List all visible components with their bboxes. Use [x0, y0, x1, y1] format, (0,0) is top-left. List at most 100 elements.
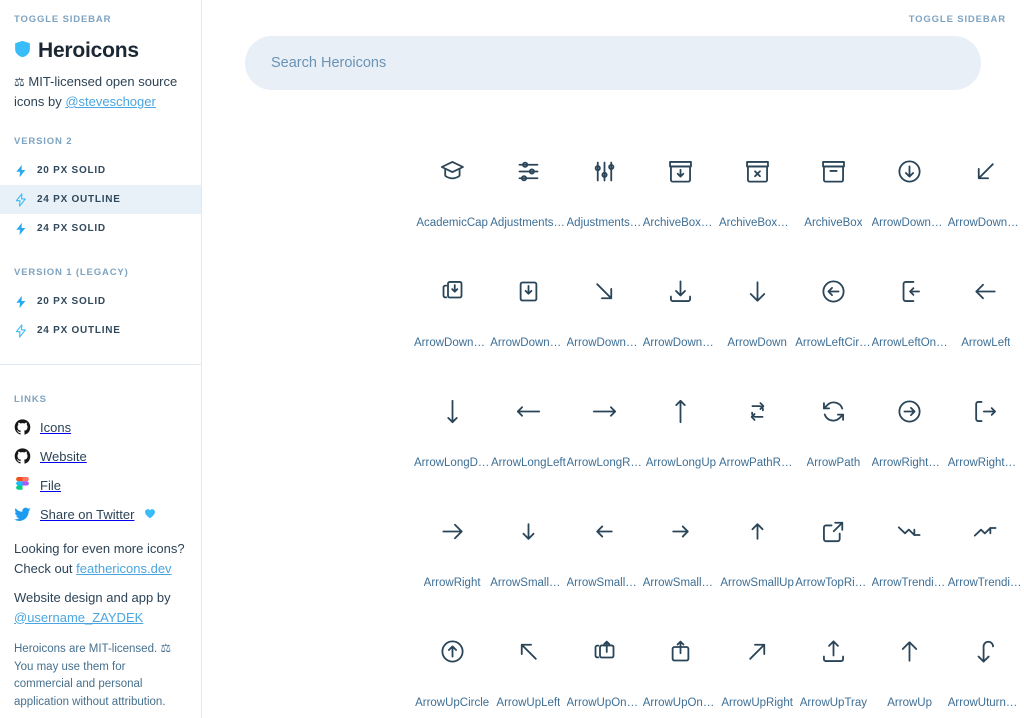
link-item-icons[interactable]: Icons: [0, 413, 201, 442]
icon-cell[interactable]: ArrowRightOn…: [948, 372, 1024, 492]
icon-cell[interactable]: ArrowSmallLeft: [567, 492, 643, 612]
icon-cell[interactable]: ArrowRightCircle: [872, 372, 948, 492]
icon-label: ArrowUpRight: [721, 697, 793, 709]
academic-cap-icon: [435, 154, 469, 188]
more-icons-paragraph: Looking for even more icons? Check out f…: [0, 529, 201, 578]
icon-cell[interactable]: ArrowUpCircle: [414, 612, 490, 718]
icon-cell[interactable]: ArrowUturnDo…: [948, 612, 1024, 718]
search-input[interactable]: [245, 36, 981, 90]
sidebar-item-v2-20-solid[interactable]: 20 PX SOLID: [0, 156, 201, 185]
icon-label: ArrowTopRight…: [795, 577, 871, 589]
icon-cell[interactable]: ArrowDownOn…: [490, 252, 567, 372]
archive-box-arrow-down-icon: [664, 154, 698, 188]
icon-cell[interactable]: ArrowUpTray: [795, 612, 871, 718]
toggle-sidebar-button-left[interactable]: TOGGLE SIDEBAR: [0, 0, 201, 27]
arrow-down-tray-icon: [664, 274, 698, 308]
icon-cell[interactable]: ArrowPathRou…: [719, 372, 795, 492]
icon-cell[interactable]: ArrowRight: [414, 492, 490, 612]
sidebar-item-v2-24-solid[interactable]: 24 PX SOLID: [0, 214, 201, 243]
icon-label: AcademicCap: [416, 217, 488, 229]
icon-cell[interactable]: ArrowLeft: [948, 252, 1024, 372]
link-item-website[interactable]: Website: [0, 442, 201, 471]
icon-cell[interactable]: ArrowDownCir…: [872, 132, 948, 252]
arrow-left-on-rectangle-icon: [893, 274, 927, 308]
icon-label: ArchiveBoxXM…: [719, 217, 795, 229]
icon-cell[interactable]: ArrowUpOnSq…: [643, 612, 719, 718]
sidebar-item-label: 20 PX SOLID: [37, 165, 106, 176]
icon-cell[interactable]: AcademicCap: [414, 132, 490, 252]
icon-cell[interactable]: ArrowLongRight: [567, 372, 643, 492]
brand[interactable]: Heroicons: [0, 27, 201, 63]
archive-box-icon: [816, 154, 850, 188]
arrow-small-left-icon: [588, 514, 622, 548]
arrow-small-down-icon: [511, 514, 545, 548]
tagline: ⚖ MIT-licensed open source icons by @ste…: [0, 63, 201, 112]
icon-cell[interactable]: ArchiveBoxXM…: [719, 132, 795, 252]
icon-cell[interactable]: ArrowUpOnSq…: [567, 612, 643, 718]
steveschoger-link[interactable]: @steveschoger: [65, 94, 156, 109]
icon-label: ArrowRight: [423, 577, 481, 589]
icon-cell[interactable]: ArrowLongDown: [414, 372, 490, 492]
icon-cell[interactable]: ArrowSmallDo…: [490, 492, 567, 612]
icon-cell[interactable]: ArrowTopRight…: [795, 492, 872, 612]
icon-cell[interactable]: ArrowLeftCircle: [795, 252, 872, 372]
icon-cell[interactable]: ArrowDownRight: [567, 252, 643, 372]
main-content: TOGGLE SIDEBAR AcademicCapAdjustmentsH…A…: [202, 0, 1024, 718]
icon-cell[interactable]: ArrowUp: [872, 612, 948, 718]
icon-cell[interactable]: ArchiveBox: [795, 132, 871, 252]
sidebar-item-label: 24 PX OUTLINE: [37, 194, 121, 205]
icon-cell[interactable]: ArrowTrending…: [872, 492, 948, 612]
arrow-up-right-icon: [740, 634, 774, 668]
icon-label: ArrowTrending…: [947, 577, 1024, 589]
arrow-right-on-rectangle-icon: [969, 394, 1003, 428]
icon-cell[interactable]: ArrowDownLeft: [948, 132, 1024, 252]
sidebar-item-v1-24-outline[interactable]: 24 PX OUTLINE: [0, 316, 201, 345]
arrow-long-left-icon: [511, 394, 545, 428]
icon-cell[interactable]: ArrowSmallRight: [643, 492, 719, 612]
icon-cell[interactable]: ArrowTrending…: [948, 492, 1024, 612]
icon-cell[interactable]: ArrowSmallUp: [719, 492, 795, 612]
icon-cell[interactable]: ArrowUpRight: [719, 612, 795, 718]
arrow-long-up-icon: [664, 394, 698, 428]
bolt-solid-icon: [14, 222, 28, 236]
icon-cell[interactable]: AdjustmentsVe…: [567, 132, 643, 252]
icon-label: ArrowRightOn…: [947, 457, 1024, 469]
icon-label: ArrowSmallLeft: [566, 577, 643, 589]
arrow-up-on-square-stack-icon: [588, 634, 622, 668]
link-label: Website: [40, 449, 87, 464]
arrow-path-icon: [816, 394, 850, 428]
icon-cell[interactable]: ArrowDown: [719, 252, 795, 372]
icon-grid: AcademicCapAdjustmentsH…AdjustmentsVe…Ar…: [414, 132, 1024, 718]
link-item-file[interactable]: File: [0, 471, 201, 500]
link-label: Share on Twitter: [40, 507, 135, 522]
toggle-sidebar-button-right[interactable]: TOGGLE SIDEBAR: [909, 9, 1006, 27]
link-item-share-twitter[interactable]: Share on Twitter: [0, 500, 201, 529]
icon-cell[interactable]: ArrowPath: [795, 372, 871, 492]
sidebar-item-v2-24-outline[interactable]: 24 PX OUTLINE: [0, 185, 201, 214]
icon-label: ArrowLongLeft: [490, 457, 566, 469]
icon-label: AdjustmentsVe…: [566, 217, 643, 229]
icon-label: ArrowLeftCircle: [795, 337, 872, 349]
icon-cell[interactable]: ArrowLongLeft: [490, 372, 566, 492]
scale-icon: ⚖: [14, 75, 25, 89]
icon-cell[interactable]: ArchiveBoxArr…: [643, 132, 719, 252]
brand-name: Heroicons: [38, 39, 139, 62]
zaydek-link[interactable]: @username_ZAYDEK: [14, 609, 144, 625]
link-label: Icons: [40, 420, 72, 435]
icon-cell[interactable]: AdjustmentsH…: [490, 132, 567, 252]
more-icons-line1: Looking for even more icons?: [14, 541, 185, 556]
feathericons-link[interactable]: feathericons.dev: [76, 560, 172, 576]
icon-label: ArrowDownLeft: [947, 217, 1024, 229]
bolt-solid-icon: [14, 295, 28, 309]
credit-paragraph: Website design and app by @username_ZAYD…: [0, 578, 201, 627]
icon-cell[interactable]: ArrowDownTray: [643, 252, 719, 372]
arrow-long-down-icon: [435, 394, 469, 428]
icon-cell[interactable]: ArrowLeftOnR…: [872, 252, 948, 372]
icon-cell[interactable]: ArrowDownOn…: [414, 252, 490, 372]
sidebar-item-v1-20-solid[interactable]: 20 PX SOLID: [0, 287, 201, 316]
icon-cell[interactable]: ArrowLongUp: [643, 372, 719, 492]
icon-cell[interactable]: ArrowUpLeft: [490, 612, 566, 718]
legal-paragraph: Heroicons are MIT-licensed. ⚖ You may us…: [0, 627, 201, 711]
icon-label: ArrowTrending…: [871, 577, 948, 589]
arrow-trending-up-icon: [969, 514, 1003, 548]
